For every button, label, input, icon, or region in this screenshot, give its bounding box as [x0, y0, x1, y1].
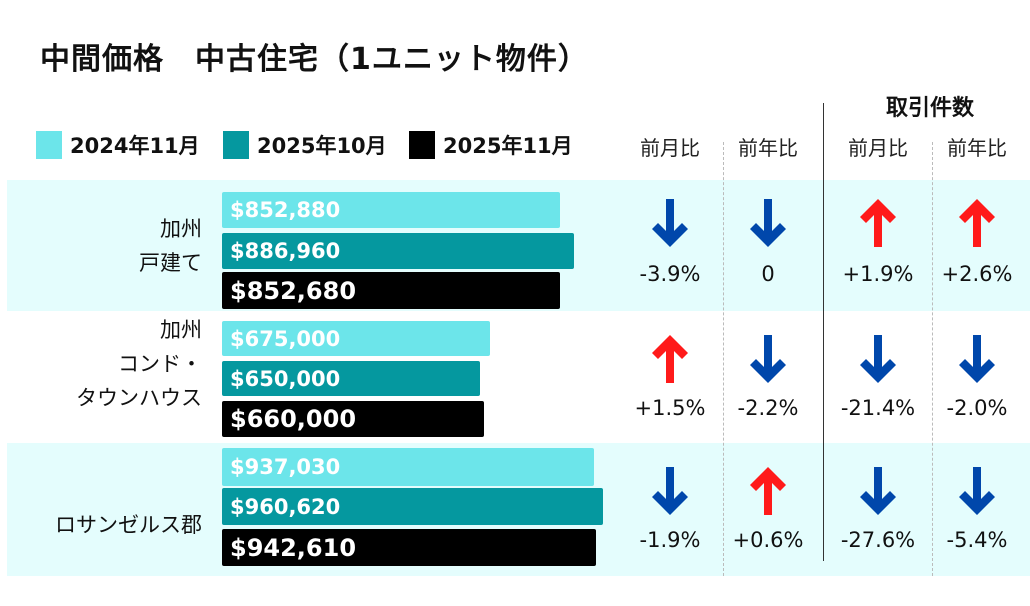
- bar-value-label: $852,680: [230, 276, 357, 305]
- row-label-line: 加州: [160, 318, 202, 342]
- arrow-down-icon: [748, 197, 788, 249]
- arrow-down-icon: [650, 197, 690, 249]
- row-label-line: 加州: [160, 217, 202, 241]
- arrow-up-icon: [957, 197, 997, 249]
- arrow-down-icon: [858, 465, 898, 517]
- bar-value-label: $660,000: [230, 405, 357, 433]
- row-label-line: タウンハウス: [76, 386, 202, 410]
- legend-label: 2025年10月: [257, 134, 387, 158]
- row-label-line: ロサンゼルス郡: [55, 513, 202, 537]
- arrow-down-icon: [957, 333, 997, 385]
- change-value: -3.9%: [639, 262, 701, 286]
- change-value: -2.2%: [737, 396, 799, 420]
- arrow-down-icon: [957, 465, 997, 517]
- change-value: -5.4%: [946, 528, 1008, 552]
- page-title: 中間価格 中古住宅（1ユニット物件）: [40, 42, 589, 77]
- row-label-line: コンド・: [118, 352, 202, 376]
- legend-item-2025-11: 2025年11月: [409, 130, 573, 160]
- change-value: +1.9%: [842, 262, 914, 286]
- bar-value-label: $960,620: [230, 494, 341, 519]
- row-label: 加州コンド・タウンハウス: [10, 313, 202, 415]
- legend-swatch: [36, 131, 62, 159]
- bar-2025年11月: $852,680: [222, 272, 561, 309]
- sales-group-header: 取引件数: [885, 96, 974, 121]
- bar-2024年11月: $852,880: [222, 192, 561, 228]
- change-value: -21.4%: [840, 396, 916, 420]
- sales-mom-header: 前月比: [848, 136, 908, 160]
- bar-2025年11月: $942,610: [222, 529, 596, 566]
- sales-yoy-header: 前年比: [947, 136, 1007, 160]
- arrow-up-icon: [748, 465, 788, 517]
- divider: [932, 142, 933, 576]
- legend-swatch: [223, 131, 249, 159]
- arrow-down-icon: [748, 333, 788, 385]
- bar-2025年11月: $660,000: [222, 401, 484, 437]
- bar-2024年11月: $675,000: [222, 321, 490, 356]
- row-label: 加州戸建て: [10, 212, 202, 280]
- arrow-up-icon: [650, 333, 690, 385]
- row-label-line: 戸建て: [139, 251, 202, 275]
- group-divider: [823, 103, 824, 561]
- bar-value-label: $852,880: [230, 198, 341, 222]
- legend-item-2024-11: 2024年11月: [36, 130, 200, 160]
- legend-label: 2024年11月: [70, 134, 200, 158]
- bar-2025年10月: $960,620: [222, 488, 603, 525]
- arrow-down-icon: [650, 465, 690, 517]
- bar-2024年11月: $937,030: [222, 448, 594, 486]
- divider: [723, 142, 724, 576]
- bar-value-label: $942,610: [230, 533, 357, 562]
- change-value: -27.6%: [840, 528, 916, 552]
- bar-value-label: $937,030: [230, 455, 341, 479]
- change-value: 0: [761, 262, 775, 286]
- price-yoy-header: 前年比: [738, 136, 798, 160]
- legend-item-2025-10: 2025年10月: [223, 130, 387, 160]
- change-value: +1.5%: [634, 396, 706, 420]
- legend-label: 2025年11月: [443, 134, 573, 158]
- change-value: +0.6%: [732, 528, 804, 552]
- change-value: -2.0%: [946, 396, 1008, 420]
- arrow-up-icon: [858, 197, 898, 249]
- bar-value-label: $650,000: [230, 366, 341, 391]
- price-mom-header: 前月比: [640, 136, 700, 160]
- legend-swatch: [409, 131, 435, 159]
- change-value: -1.9%: [639, 528, 701, 552]
- row-background: [7, 316, 1030, 438]
- change-value: +2.6%: [941, 262, 1013, 286]
- bar-value-label: $675,000: [230, 326, 341, 351]
- arrow-down-icon: [858, 333, 898, 385]
- bar-2025年10月: $886,960: [222, 233, 574, 269]
- bar-value-label: $886,960: [230, 239, 341, 263]
- row-label: ロサンゼルス郡: [10, 508, 202, 542]
- bar-2025年10月: $650,000: [222, 361, 480, 396]
